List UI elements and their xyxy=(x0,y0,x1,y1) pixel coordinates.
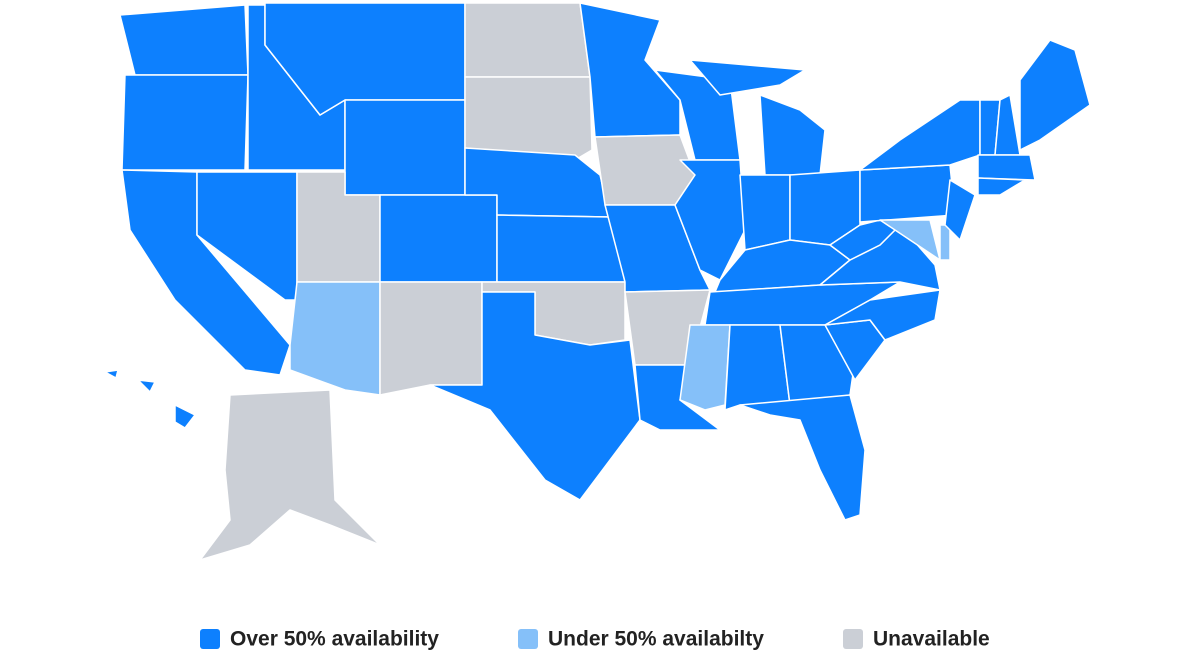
state xyxy=(429,291,641,501)
state xyxy=(939,224,951,261)
legend-label: Under 50% availabilty xyxy=(548,628,764,651)
legend-swatch xyxy=(200,629,220,649)
state xyxy=(379,281,483,396)
state xyxy=(199,389,381,561)
legend-swatch xyxy=(843,629,863,649)
state xyxy=(196,171,298,301)
state xyxy=(594,134,696,206)
state xyxy=(679,324,731,411)
state xyxy=(174,404,196,429)
state xyxy=(739,174,791,251)
state xyxy=(824,289,941,341)
state xyxy=(289,281,381,396)
state xyxy=(464,76,593,161)
state xyxy=(496,214,626,283)
legend-label: Unavailable xyxy=(873,628,990,651)
state xyxy=(977,177,1026,196)
state xyxy=(379,194,498,283)
states xyxy=(104,2,1091,561)
state xyxy=(137,379,156,393)
state xyxy=(344,99,466,196)
state xyxy=(859,164,956,223)
legend-label: Over 50% availability xyxy=(230,628,439,651)
state xyxy=(579,2,681,138)
state xyxy=(739,394,866,521)
state xyxy=(1019,39,1091,151)
state xyxy=(689,59,806,96)
state xyxy=(674,159,746,281)
state xyxy=(724,324,791,411)
legend-swatch xyxy=(518,629,538,649)
state xyxy=(464,2,591,78)
legend: Over 50% availability Under 50% availabil… xyxy=(200,628,990,651)
state xyxy=(104,369,119,379)
state xyxy=(119,4,249,76)
state xyxy=(759,94,826,176)
state xyxy=(859,99,981,171)
state xyxy=(977,154,1036,181)
state xyxy=(944,179,976,241)
state xyxy=(121,74,249,171)
